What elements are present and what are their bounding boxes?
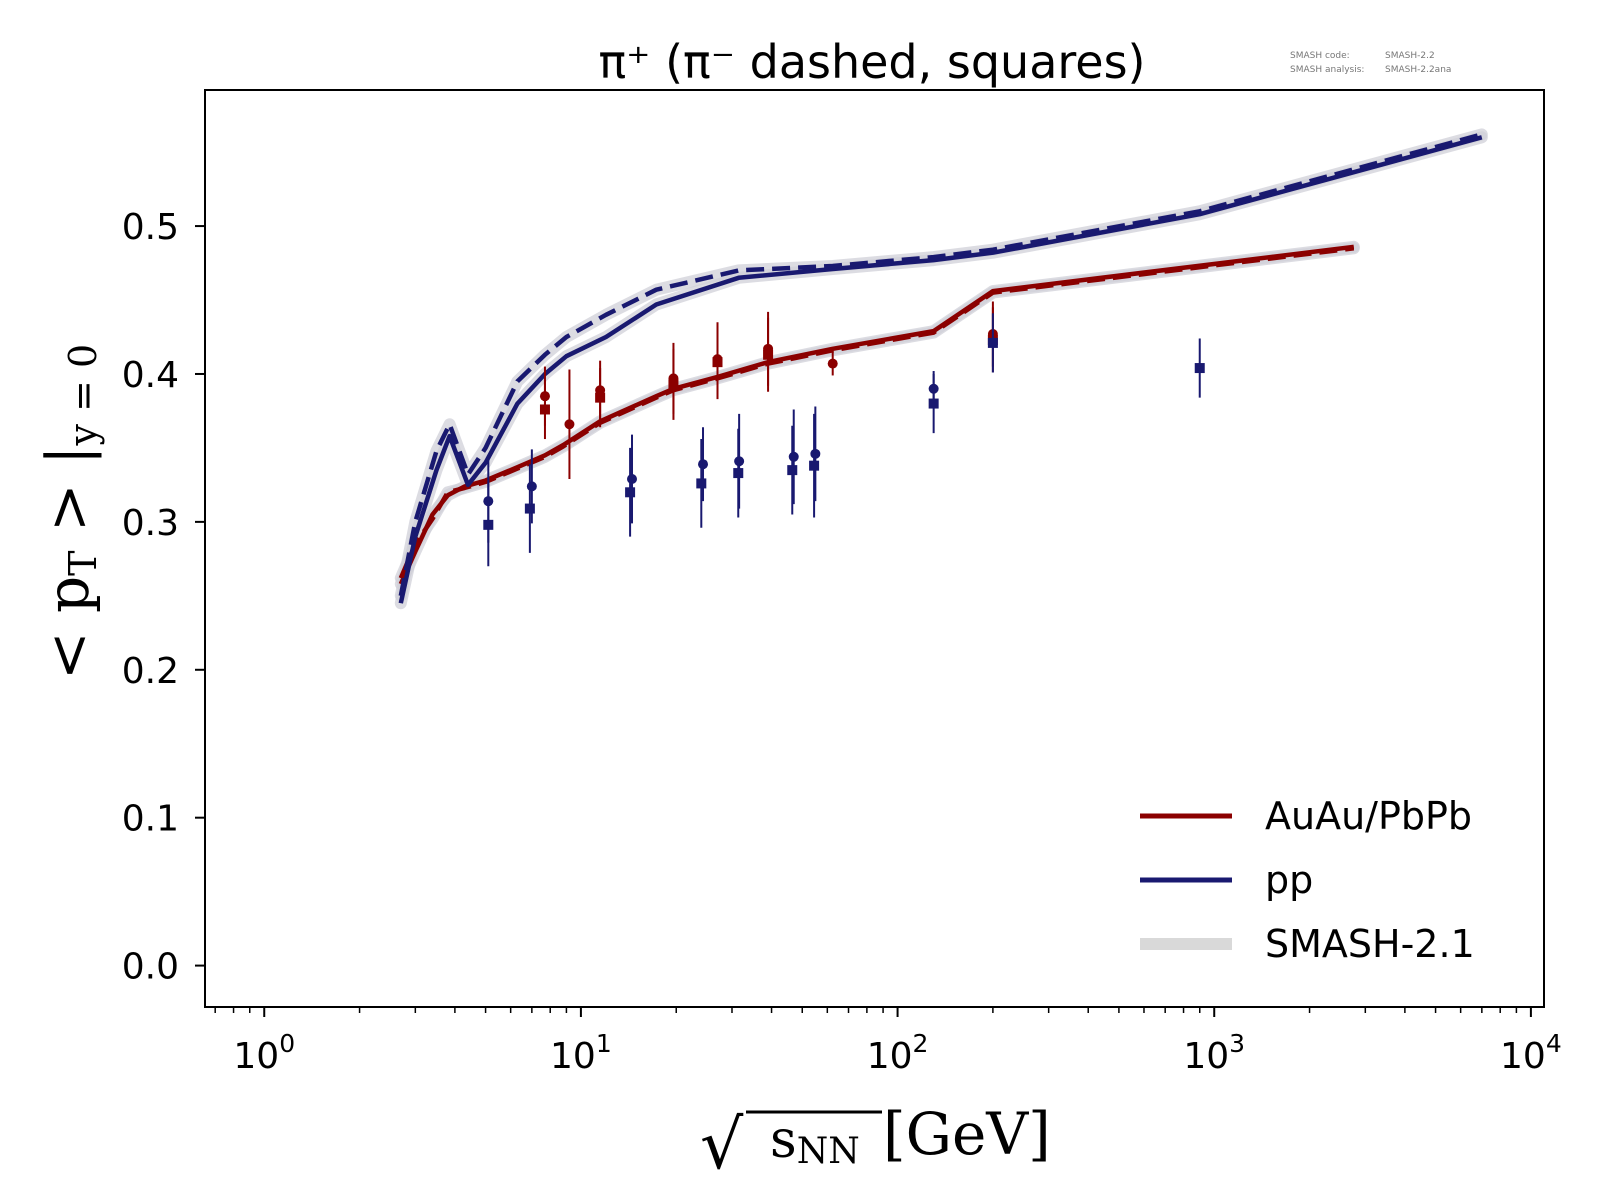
data-marker-square [733, 468, 744, 479]
y-label-close: > | [34, 445, 102, 532]
data-marker-square [809, 460, 820, 471]
data-point [1194, 338, 1205, 398]
data-marker-circle [827, 358, 838, 369]
x-tick-exponent: 0 [279, 1029, 295, 1058]
data-marker-square [787, 465, 798, 476]
x-axis: 100 101 102 103 104 [214, 1007, 1562, 1077]
data-point [987, 313, 998, 373]
data-point [539, 379, 550, 440]
x-tick-label: 104 [1500, 1029, 1562, 1077]
data-marker-square [1194, 363, 1205, 374]
data-point [696, 439, 707, 528]
meta-analysis-label: SMASH analysis: [1290, 65, 1364, 75]
x-tick-base: 10 [1183, 1036, 1229, 1077]
data-marker-square [625, 487, 636, 498]
x-axis-label: √ sNN [GeV] [700, 1100, 1051, 1185]
data-point [809, 413, 820, 518]
y-tick-label: 0.0 [122, 947, 179, 988]
plot-area [394, 128, 1488, 610]
x-label-sub: NN [797, 1131, 860, 1172]
data-point [564, 369, 575, 479]
x-label-variable: sNN [770, 1110, 860, 1172]
data-point [733, 428, 744, 518]
data-marker-circle [698, 459, 709, 470]
data-marker-square [712, 357, 723, 368]
legend-label: SMASH-2.1 [1265, 922, 1475, 966]
data-point [483, 483, 494, 567]
meta-code-value: SMASH-2.2 [1385, 51, 1435, 61]
x-label-radical: √ [700, 1106, 744, 1185]
x-label-unit: [GeV] [883, 1100, 1051, 1168]
x-tick-exponent: 2 [913, 1029, 929, 1058]
x-tick-label: 103 [1183, 1029, 1245, 1077]
data-marker-square [524, 503, 535, 514]
data-point [524, 464, 535, 553]
data-marker-square [668, 379, 679, 390]
legend-entry: pp [1140, 858, 1313, 902]
data-point [668, 348, 679, 420]
x-tick-base: 10 [867, 1036, 913, 1077]
y-tick-label: 0.3 [122, 503, 179, 544]
data-point [787, 425, 798, 515]
y-tick-label: 0.1 [122, 799, 179, 840]
y-label-sub2: y = 0 [61, 344, 105, 447]
data-marker-circle [564, 419, 575, 430]
legend-entry: SMASH-2.1 [1140, 922, 1475, 966]
data-marker-square [595, 392, 606, 403]
meta-info: SMASH code: SMASH-2.2 SMASH analysis: SM… [1290, 51, 1451, 75]
y-tick-label: 0.5 [122, 207, 179, 248]
legend-entry: AuAu/PbPb [1140, 794, 1472, 838]
y-label-sub: T [61, 550, 105, 575]
legend: AuAu/PbPb pp SMASH-2.1 [1140, 794, 1475, 966]
x-tick-base: 10 [550, 1036, 596, 1077]
meta-code-label: SMASH code: [1290, 51, 1350, 61]
data-point [625, 447, 636, 537]
x-tick-exponent: 3 [1229, 1029, 1245, 1058]
y-label-open: < [34, 631, 102, 680]
data-marker-square [539, 404, 550, 415]
data-point [928, 373, 939, 434]
x-label-var: s [770, 1110, 797, 1170]
data-marker-circle [526, 481, 537, 492]
chart-title: π⁺ (π⁻ dashed, squares) [598, 35, 1145, 89]
data-marker-square [763, 349, 774, 360]
data-point [788, 409, 799, 505]
y-axis-label: < pT > |y = 0 [34, 344, 105, 680]
x-tick-base: 10 [1500, 1036, 1546, 1077]
data-marker-square [483, 519, 494, 530]
x-tick-exponent: 1 [596, 1029, 612, 1058]
plot-frame [204, 89, 1545, 1008]
data-marker-circle [788, 451, 799, 462]
x-tick-label: 102 [867, 1029, 929, 1077]
data-point [810, 406, 821, 502]
data-marker-circle [810, 448, 821, 459]
legend-label: AuAu/PbPb [1265, 794, 1472, 838]
data-point [595, 368, 606, 428]
meta-analysis-value: SMASH-2.2ana [1385, 65, 1451, 75]
x-tick-base: 10 [233, 1036, 279, 1077]
data-point [763, 317, 774, 392]
legend-label: pp [1265, 858, 1313, 902]
y-axis: 0.0 0.1 0.2 0.3 0.4 0.5 [122, 207, 205, 988]
data-marker-square [987, 337, 998, 348]
y-tick-label: 0.4 [122, 355, 179, 396]
y-label-text: < pT > |y = 0 [34, 344, 105, 680]
data-marker-square [928, 398, 939, 409]
y-tick-label: 0.2 [122, 651, 179, 692]
y-label-var: p [34, 576, 102, 613]
x-tick-exponent: 4 [1546, 1029, 1562, 1058]
data-marker-square [696, 478, 707, 489]
series-line-pp_piminus [398, 132, 1483, 597]
data-point [712, 325, 723, 400]
data-point [827, 351, 838, 376]
x-tick-label: 100 [233, 1029, 295, 1077]
x-tick-label: 101 [550, 1029, 612, 1077]
data-marker-circle [627, 473, 638, 484]
series-line-pp_piplus [398, 135, 1483, 604]
series-line-auau_piminus [398, 246, 1355, 579]
